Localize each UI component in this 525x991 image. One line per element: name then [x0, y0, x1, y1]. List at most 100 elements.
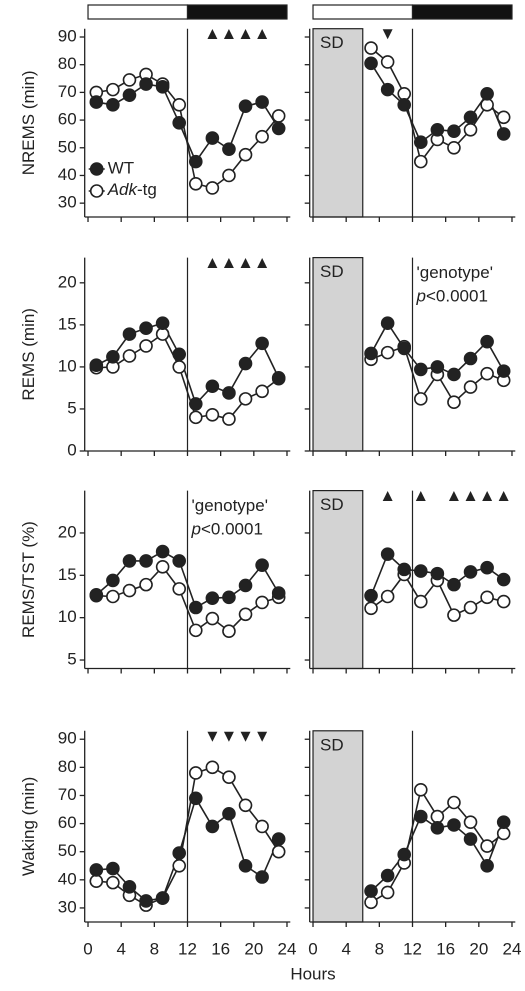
data-point [106, 589, 120, 604]
data-point [139, 339, 153, 353]
data-point [222, 806, 236, 821]
data-point [205, 819, 220, 834]
y-tick-label: 50 [58, 137, 77, 156]
y-tick-label: 5 [67, 650, 76, 669]
data-point [364, 601, 378, 616]
significance-marker: ▲ [204, 24, 221, 43]
x-tick-label: 24 [503, 939, 522, 958]
data-point [205, 591, 220, 605]
data-point [480, 86, 494, 101]
data-point [480, 590, 494, 605]
data-point [89, 874, 104, 889]
data-point [89, 358, 104, 373]
data-point [222, 386, 236, 400]
data-point [172, 554, 187, 568]
significance-marker: ▲ [221, 24, 238, 43]
data-point [380, 885, 395, 900]
significance-marker: ▲ [254, 24, 271, 43]
significance-marker: ▲ [446, 486, 463, 505]
sd-label: SD [320, 735, 344, 754]
x-tick-label: 20 [244, 939, 263, 958]
data-point [480, 366, 494, 381]
data-point [380, 345, 395, 360]
data-point [463, 122, 478, 137]
significance-marker: ▼ [204, 726, 221, 745]
x-tick-label: 16 [436, 939, 455, 958]
y-tick-label: 5 [67, 398, 76, 417]
data-point [271, 371, 286, 385]
x-tick-label: 8 [150, 939, 159, 958]
data-point [155, 560, 170, 574]
significance-marker: ▼ [237, 726, 254, 745]
x-tick-label: 8 [375, 939, 384, 958]
x-tick-label: 0 [308, 939, 317, 958]
data-point [222, 770, 236, 784]
data-point [188, 766, 203, 780]
data-point [106, 875, 120, 890]
y-tick-label: 10 [58, 356, 77, 375]
light-phase [312, 4, 414, 20]
data-point [89, 863, 104, 877]
data-point [255, 870, 269, 884]
data-point [205, 131, 220, 145]
data-point [122, 88, 137, 102]
data-point [155, 80, 170, 94]
y-tick-label: 90 [58, 729, 77, 748]
data-point [106, 861, 120, 876]
legend-label: Adk-tg [107, 180, 157, 199]
x-tick-label: 24 [278, 939, 297, 958]
data-point [271, 586, 286, 600]
data-point [188, 176, 203, 191]
y-tick-label: 80 [58, 757, 77, 776]
significance-marker: ▼ [221, 726, 238, 745]
data-point [271, 121, 286, 136]
data-point [188, 397, 203, 411]
data-point [430, 122, 445, 137]
data-point [139, 554, 153, 568]
data-point [463, 565, 478, 579]
data-point [380, 547, 395, 561]
sd-label: SD [320, 495, 344, 514]
data-point [447, 818, 461, 832]
data-point [271, 109, 286, 123]
data-point [238, 99, 253, 114]
data-point [447, 367, 461, 382]
y-axis-label: REMS/TST (%) [19, 521, 38, 638]
data-point [480, 560, 494, 575]
data-point [496, 815, 511, 829]
data-point [447, 124, 461, 138]
sd-region [312, 28, 364, 218]
y-tick-label: 50 [58, 841, 77, 860]
data-point [238, 356, 253, 371]
data-point [255, 384, 269, 399]
data-point [397, 86, 412, 101]
x-tick-label: 12 [403, 939, 422, 958]
data-point [496, 826, 511, 841]
data-point [480, 839, 494, 853]
data-point [463, 110, 478, 125]
data-point [364, 41, 378, 55]
data-point [413, 783, 428, 797]
data-point [172, 582, 187, 596]
data-point [238, 392, 253, 406]
data-point [397, 341, 412, 356]
data-point [364, 588, 378, 603]
data-point [447, 577, 461, 592]
data-point [380, 868, 395, 883]
significance-marker: ▲ [254, 253, 271, 272]
data-point [463, 815, 478, 829]
data-point [238, 578, 253, 593]
data-point [397, 847, 412, 862]
data-point [413, 154, 428, 169]
sd-region [312, 730, 364, 923]
data-point [139, 894, 153, 908]
data-point [364, 895, 378, 910]
data-point [155, 316, 170, 330]
data-point [430, 566, 445, 581]
y-tick-label: 0 [67, 440, 76, 459]
data-point [480, 334, 494, 349]
data-point [172, 360, 187, 374]
sd-region [312, 257, 364, 452]
data-point [188, 600, 203, 615]
y-tick-label: 40 [58, 165, 77, 184]
